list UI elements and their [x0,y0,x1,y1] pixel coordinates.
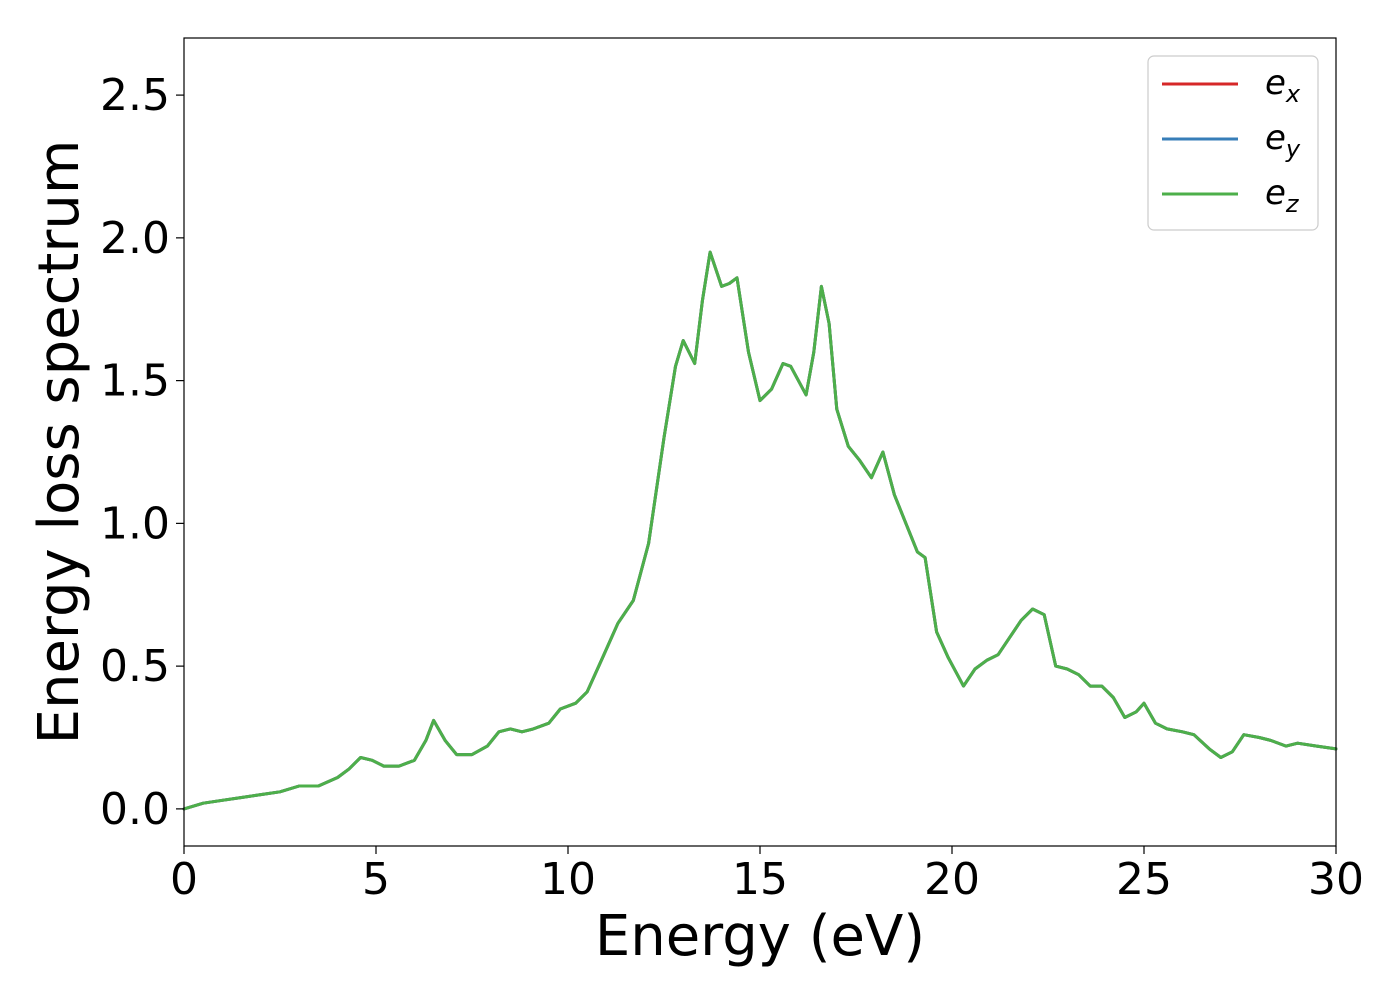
x-tick-label: 20 [924,854,980,905]
legend-label-y: ey [1265,118,1301,163]
x-tick-label: 25 [1116,854,1172,905]
y-tick-label: 1.5 [100,356,170,407]
y-tick-label: 0.0 [100,784,170,835]
x-tick-label: 5 [362,854,390,905]
legend-box [1147,55,1319,231]
x-tick-label: 30 [1308,854,1364,905]
y-tick-label: 1.0 [100,498,170,549]
x-tick-label: 15 [732,854,788,905]
y-tick-label: 2.5 [100,70,170,121]
x-axis: 0 5 10 15 20 25 30 [170,846,1364,905]
legend: ex ey ez [1147,55,1319,231]
legend-label-x: ex [1265,63,1301,108]
legend-label-z: ez [1265,173,1300,218]
y-axis: 0.0 0.5 1.0 1.5 2.0 2.5 [100,70,184,835]
series-line-e-z [182,250,1338,811]
y-tick-label: 2.0 [100,213,170,264]
x-axis-title: Energy (eV) [595,904,925,969]
x-tick-label: 0 [170,854,198,905]
series-layer [182,250,1338,811]
y-tick-label: 0.5 [100,641,170,692]
x-tick-label: 10 [540,854,596,905]
y-axis-title: Energy loss spectrum [27,140,92,745]
